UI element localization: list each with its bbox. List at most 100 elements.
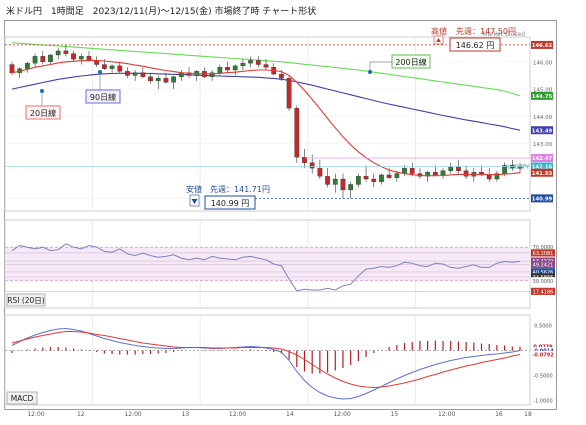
candle-body	[302, 157, 307, 163]
candle-body	[48, 54, 53, 62]
candle-body	[332, 178, 338, 185]
price-tag-label: 144.75	[532, 94, 553, 100]
price-tag-label: 142.16	[532, 165, 553, 171]
candle-body	[109, 65, 115, 69]
high-prev-week: 先週：147.50円	[456, 26, 516, 36]
price-tag-box	[531, 168, 553, 177]
candle-body	[155, 78, 161, 82]
candle-body	[255, 60, 261, 65]
candle-body	[78, 56, 84, 60]
candle-body	[217, 67, 223, 73]
x-tick-label: 12:00	[438, 411, 455, 418]
rsi-tick-label: 40.5626	[533, 270, 554, 276]
rsi-tick-label: 30.0000	[533, 279, 554, 285]
candle-body	[140, 72, 146, 77]
candle-body	[432, 172, 438, 176]
rsi-label: RSI (20日)	[7, 296, 45, 305]
price-tag-label: 141.93	[532, 171, 553, 177]
price-tag-box	[531, 126, 553, 135]
candle-body	[348, 184, 354, 191]
candle-body	[55, 50, 61, 56]
x-tick-label: 13	[182, 411, 190, 418]
ma20-callout: 20日線	[25, 89, 61, 120]
rsi-tag-box	[531, 261, 555, 269]
candle-body	[294, 107, 300, 158]
rsi-series	[5, 243, 530, 292]
rsi-tick-label: 49.2421	[533, 263, 554, 269]
candle-body	[440, 170, 446, 176]
macd-tag-box	[531, 343, 555, 351]
ma200-callout: 200日線	[368, 54, 431, 74]
rsi-tick-label: 17.4186	[533, 289, 554, 295]
rsi-tag-box	[531, 273, 555, 281]
low-prev-week: 先週：141.71円	[210, 184, 270, 194]
candle-body	[40, 56, 46, 62]
macd-tick-label: -0.5000	[533, 374, 552, 380]
candle-body	[425, 172, 430, 177]
candle-body	[456, 166, 461, 171]
rsi-band	[5, 247, 530, 281]
market-status: Market Closed	[482, 31, 525, 38]
ma90-callout: 90日線	[85, 70, 121, 104]
x-tick-label: 12:00	[124, 411, 141, 418]
candle-body	[463, 170, 469, 177]
candle-body	[186, 72, 192, 76]
rsi-panel-label: RSI (20日)	[6, 293, 46, 307]
outer-frame	[4, 20, 557, 410]
x-tick-label: 18	[524, 411, 532, 418]
rsi-tag-box	[531, 277, 555, 285]
candle-body	[356, 176, 361, 185]
candle-body	[371, 178, 377, 182]
x-tick-label: 14	[286, 411, 294, 418]
candle-body	[494, 173, 500, 180]
high-callout: 高値 先週：147.50円 146.62 円	[431, 26, 516, 52]
ma20-line	[11, 59, 521, 177]
price-tag-box	[531, 154, 553, 163]
price-tag-box	[531, 40, 553, 49]
candle-body	[248, 60, 253, 64]
x-tick-label: 16	[495, 411, 503, 418]
ma90-line	[11, 72, 521, 131]
candle-body	[225, 67, 230, 71]
ma90-series	[11, 72, 521, 131]
price-tick-label: 144.00	[533, 115, 553, 121]
candle-body	[386, 174, 392, 178]
macd-tag-box	[531, 347, 555, 355]
rsi-tick-label: 70.0000	[533, 245, 554, 251]
low-value: 140.99 円	[211, 199, 250, 208]
price-tag-box	[531, 91, 553, 100]
candle-body	[486, 174, 492, 180]
candle-body	[286, 78, 292, 109]
candle-body	[102, 64, 107, 69]
candle-body	[325, 176, 330, 185]
chart-title: 米ドル円 1時間足 2023/12/11(月)～12/15(金) 市場終了時 チ…	[6, 7, 317, 17]
ma20-series	[11, 59, 521, 177]
annotations	[5, 44, 530, 199]
candle-body	[402, 167, 407, 174]
price-tick-label: 145.00	[533, 88, 553, 94]
price-tick-label: 146.00	[533, 60, 553, 66]
macd-tag-box	[531, 350, 555, 358]
candle-body	[25, 63, 30, 69]
price-tag-label: 146.62	[532, 43, 553, 49]
price-tick-label: 143.00	[533, 142, 553, 148]
macd-label: MACD	[11, 394, 34, 403]
low-tag: 安値	[186, 184, 202, 194]
rsi-line	[11, 243, 521, 292]
price-tag-label: 143.49	[532, 128, 553, 134]
macd-signal-line	[11, 331, 521, 389]
candle-body	[209, 72, 215, 77]
x-tick-label: 12:00	[333, 411, 350, 418]
candle-body	[125, 71, 130, 76]
high-value: 146.62 円	[456, 41, 495, 50]
price-tag-box	[531, 162, 553, 171]
macd-panel-label: MACD	[6, 391, 38, 405]
candle-body	[363, 176, 369, 180]
macd-tick-label: -1.0000	[533, 399, 552, 405]
candle-body	[232, 65, 238, 71]
rsi-tag-box	[531, 287, 555, 295]
price-tag-label: 142.47	[532, 156, 553, 162]
price-tag-label: 140.99	[532, 197, 553, 203]
